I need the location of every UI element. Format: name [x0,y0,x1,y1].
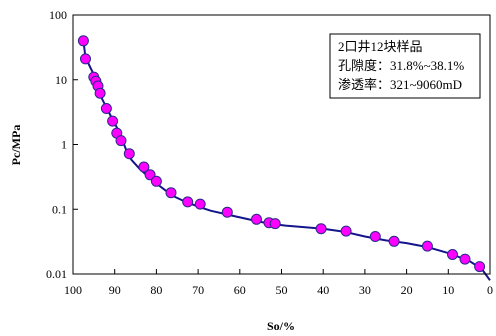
data-point [115,135,127,147]
data-point [150,175,162,187]
x-tick-label: 80 [150,283,162,297]
legend-frame [329,33,481,99]
x-tick-label: 20 [401,283,413,297]
data-point [447,249,458,260]
x-axis-ticks: 100 90 80 70 60 50 40 30 20 10 0 [64,269,493,297]
y-tick-label: 0.1 [52,202,67,216]
y-tick-label: 1 [61,138,67,152]
x-tick-label: 0 [487,283,493,297]
plot-frame [72,14,491,275]
legend-line-2: 孔隙度：31.8%~38.1% [338,58,464,73]
data-point [315,223,327,235]
legend-box: 2口井12块样品 孔隙度：31.8%~38.1% 渗透率：321~9060mD [329,33,481,99]
data-point [77,35,89,47]
data-point [138,161,150,173]
data-point [459,253,471,265]
data-point [340,225,352,237]
data-point [388,235,400,247]
x-tick-label: 60 [234,283,246,297]
data-point [94,87,106,99]
y-tick-label: 0.01 [46,267,67,281]
data-point [194,198,206,210]
data-point [221,206,233,218]
data-point [251,213,262,225]
x-tick-label: 40 [317,283,329,297]
x-tick-label: 30 [359,283,371,297]
data-point [100,103,112,114]
y-tick-label: 10 [55,73,67,87]
x-tick-label: 10 [442,283,454,297]
legend-line-1: 2口井12块样品 [338,39,423,54]
data-point [369,231,381,242]
data-point [144,169,156,181]
data-point [123,148,135,160]
y-tick-label: 100 [49,8,67,22]
legend-line-3: 渗透率：321~9060mD [338,77,462,92]
data-point [165,187,177,199]
data-points-layer [77,35,486,273]
x-tick-label: 70 [192,283,204,297]
data-point [269,218,281,230]
data-point [80,53,91,65]
x-tick-label: 90 [109,283,121,297]
x-axis-title: So/% [267,319,295,333]
data-point [107,115,119,127]
x-tick-label: 50 [276,283,288,297]
y-axis-ticks: 100 10 1 0.1 0.01 [46,8,78,281]
data-point [421,240,433,252]
data-point [474,261,486,273]
y-axis-title: Pc/MPa [9,125,23,166]
data-point [182,196,194,208]
x-tick-label: 100 [64,283,82,297]
